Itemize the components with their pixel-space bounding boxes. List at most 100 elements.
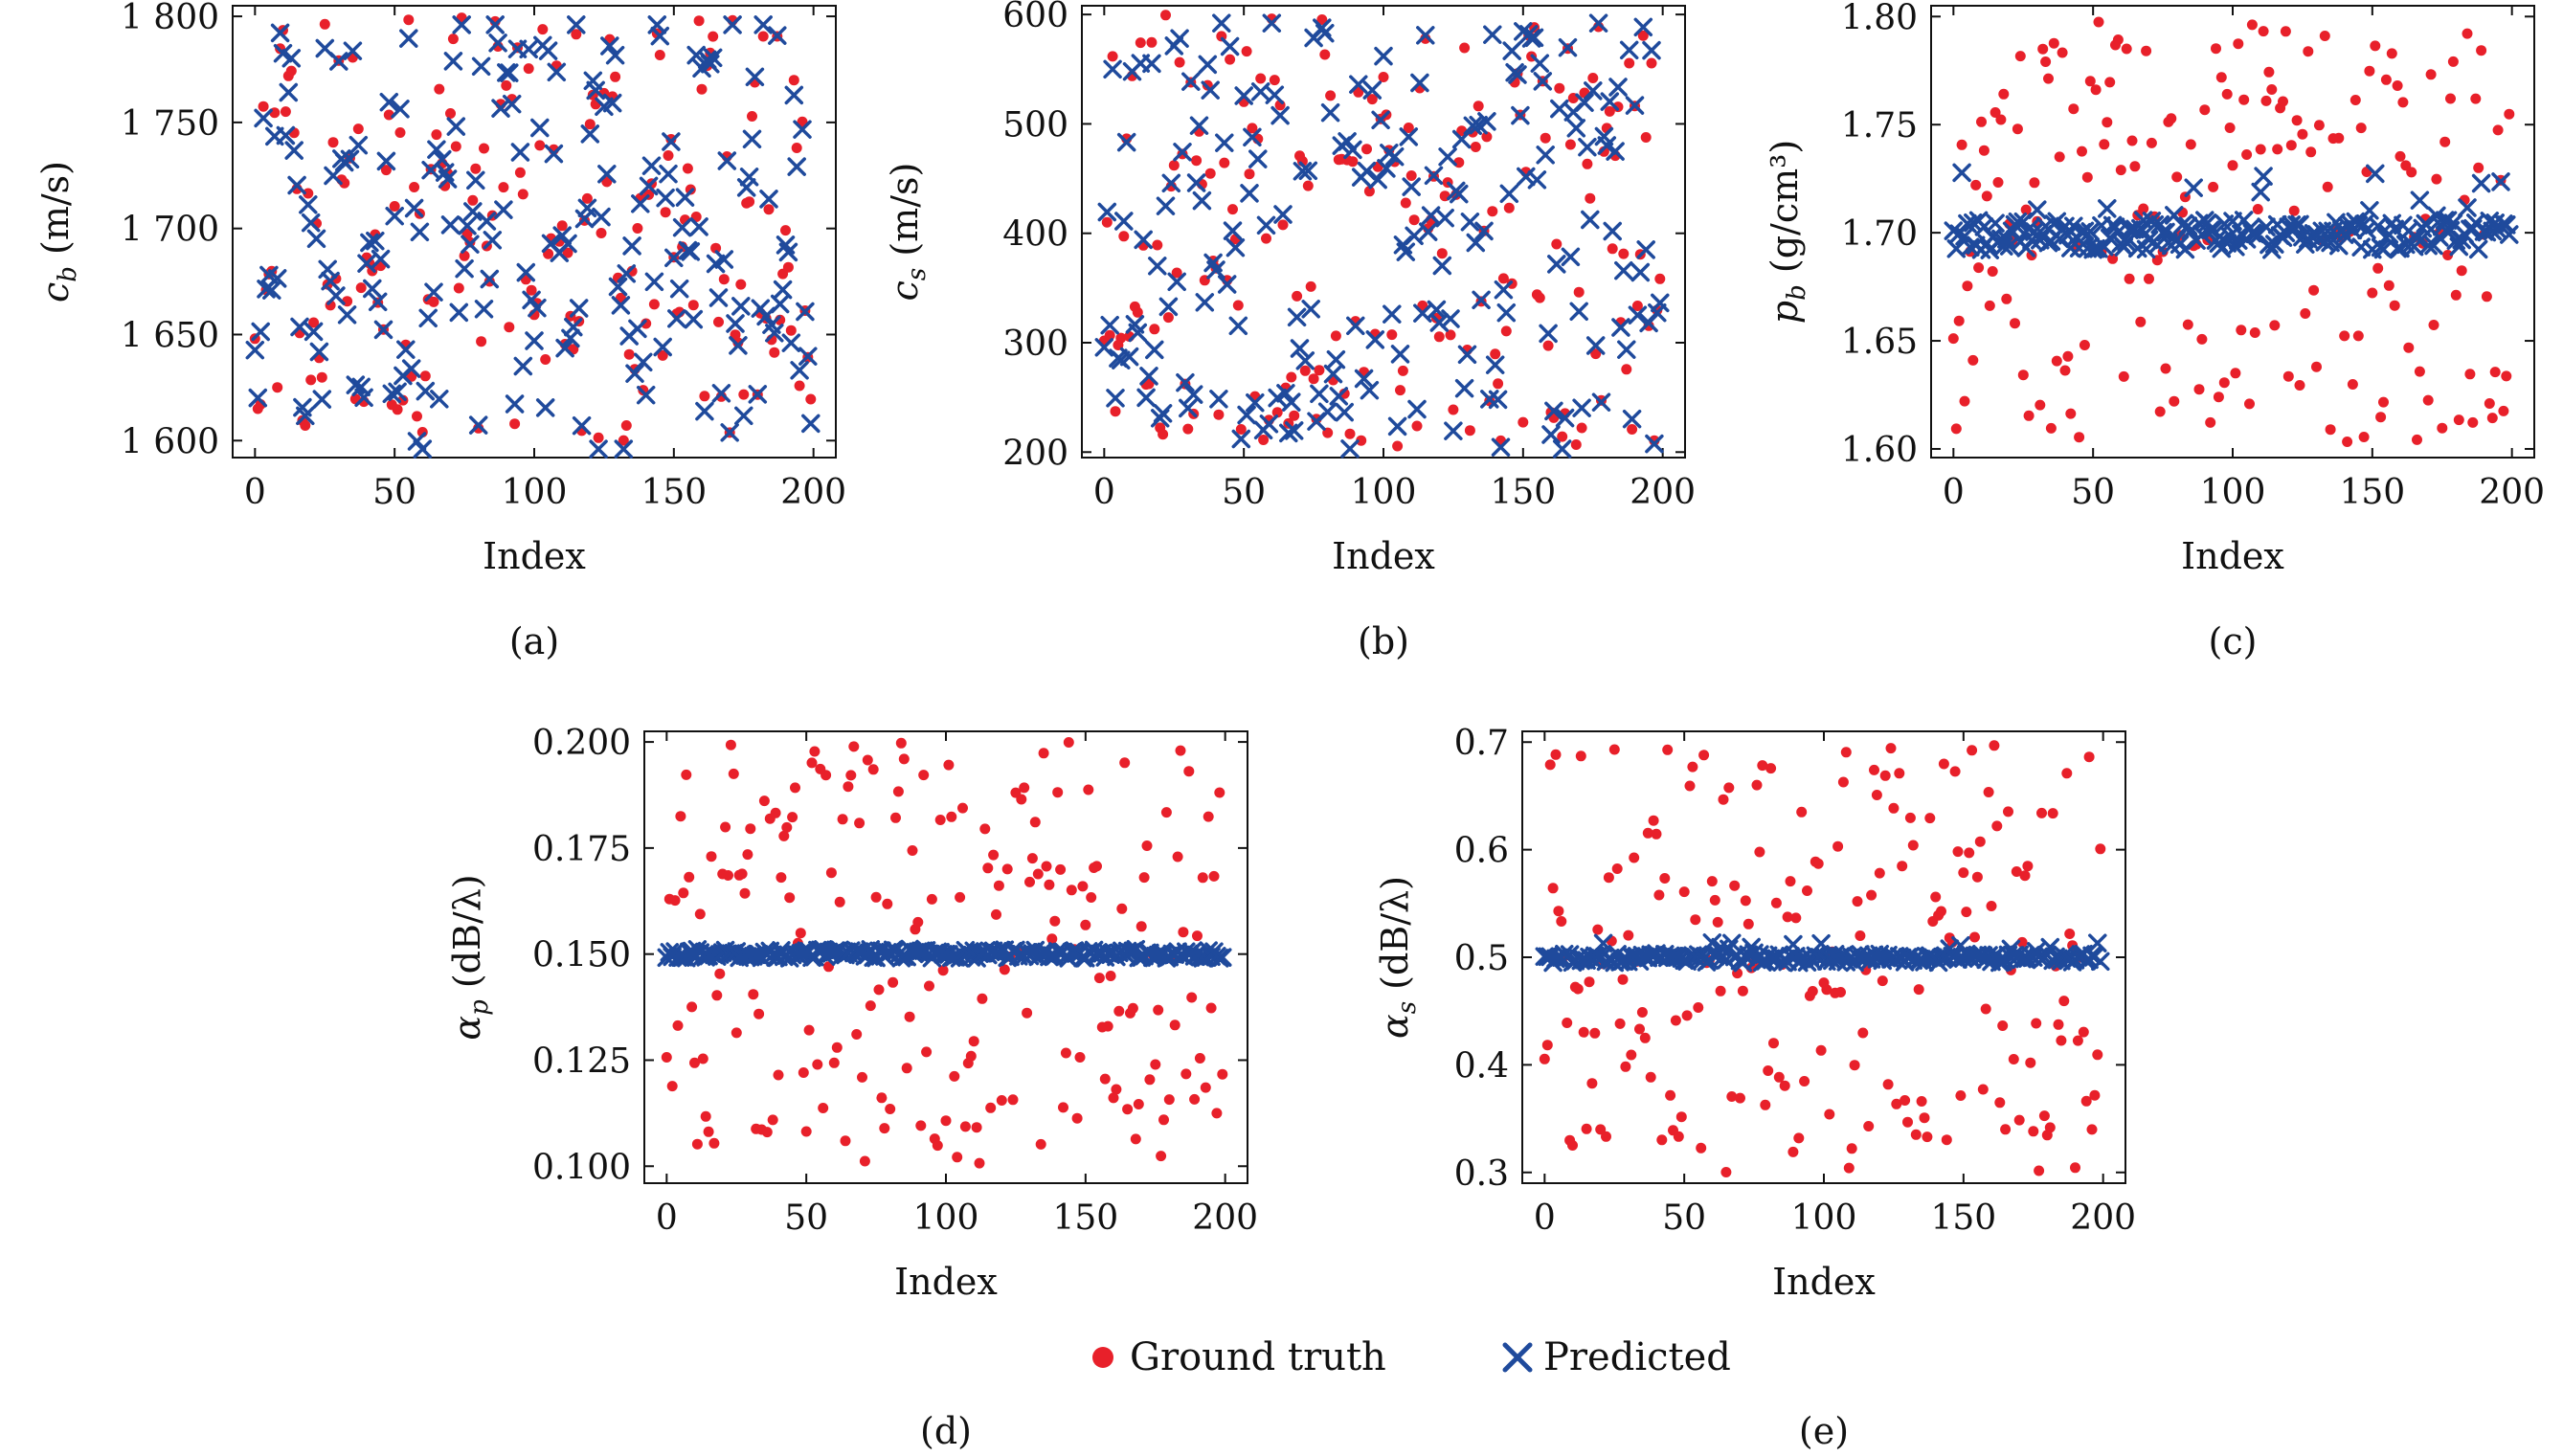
- predicted-point: [1572, 398, 1591, 417]
- ground-truth-point: [2074, 432, 2085, 443]
- predicted-point: [363, 279, 382, 299]
- ground-truth-point: [2392, 80, 2403, 91]
- predicted-point: [801, 414, 821, 434]
- ground-truth-point: [1149, 324, 1160, 335]
- ground-truth-point: [703, 1126, 714, 1137]
- ground-truth-point: [1197, 872, 1208, 884]
- ground-truth-point: [665, 134, 677, 145]
- ground-truth-point: [2406, 167, 2417, 178]
- x-axis-label: Index: [2181, 535, 2284, 577]
- ground-truth-point: [571, 29, 582, 40]
- ground-truth-point: [2221, 88, 2233, 100]
- ground-truth-point: [1590, 348, 1602, 360]
- ground-truth-point: [1959, 395, 1970, 407]
- ground-truth-point: [419, 370, 431, 382]
- predicted-point: [765, 324, 784, 343]
- ground-truth-point: [618, 435, 629, 446]
- predicted-point: [1183, 385, 1203, 404]
- y-tick-label: 0.200: [532, 724, 631, 763]
- ground-truth-point: [2008, 1054, 2019, 1064]
- predicted-point: [1429, 313, 1450, 332]
- ground-truth-point: [1308, 373, 1319, 385]
- ground-truth-point: [1200, 1082, 1211, 1093]
- ground-truth-point: [1967, 354, 1979, 366]
- predicted-point: [427, 140, 446, 159]
- predicted-point: [1100, 315, 1119, 335]
- predicted-point: [382, 384, 402, 404]
- predicted-point: [1273, 205, 1293, 224]
- predicted-point: [1502, 41, 1521, 60]
- ground-truth-point: [977, 993, 988, 1004]
- predicted-point: [528, 298, 547, 318]
- predicted-point: [684, 309, 704, 329]
- predicted-point: [1195, 293, 1215, 312]
- ground-truth-point: [2498, 405, 2509, 416]
- predicted-point: [617, 264, 637, 283]
- ground-truth-point: [1684, 780, 1696, 792]
- predicted-point: [1192, 190, 1212, 211]
- ground-truth-point: [1642, 827, 1653, 839]
- ground-truth-point: [1879, 770, 1891, 781]
- predicted-point: [502, 94, 522, 114]
- ground-truth-point: [1869, 764, 1879, 775]
- predicted-point: [279, 82, 299, 102]
- predicted-point: [2468, 239, 2488, 259]
- ground-truth-point: [514, 167, 526, 178]
- ground-truth-point: [1782, 911, 1793, 923]
- predicted-point: [1384, 146, 1405, 167]
- ground-truth-point: [2019, 870, 2031, 882]
- predicted-point: [1438, 147, 1457, 167]
- predicted-point: [1335, 402, 1354, 422]
- predicted-point: [1581, 210, 1600, 230]
- ground-truth-point: [2010, 318, 2020, 329]
- ground-truth-point: [1041, 861, 1052, 872]
- predicted-point: [1243, 127, 1262, 147]
- predicted-point: [2500, 225, 2519, 244]
- y-tick-label: 1 650: [121, 316, 219, 355]
- predicted-point: [306, 229, 326, 249]
- ground-truth-point: [1032, 868, 1044, 880]
- predicted-point: [471, 56, 491, 77]
- ground-truth-point: [1614, 1018, 1626, 1029]
- predicted-point: [734, 406, 753, 426]
- panel-d: 0 50 100 150 200 0.100 0.125 0.150 0.175 0.200 Ind…: [446, 724, 1258, 1452]
- ground-truth-point: [2504, 108, 2515, 120]
- ground-truth-point: [1344, 428, 1356, 439]
- ground-truth-point: [2484, 398, 2495, 409]
- ground-truth-point: [1299, 365, 1311, 376]
- predicted-point: [1365, 330, 1385, 349]
- ground-truth-point: [1490, 348, 1501, 360]
- predicted-point: [1585, 336, 1606, 355]
- ground-truth-point: [593, 432, 604, 443]
- ground-truth-point: [738, 389, 750, 400]
- ground-truth-point: [1787, 1146, 1799, 1157]
- ground-truth-point: [1874, 867, 1885, 879]
- predicted-point: [569, 299, 589, 318]
- ground-truth-point: [1433, 331, 1445, 343]
- ground-truth-point: [1793, 1132, 1805, 1144]
- ground-truth-point: [2077, 146, 2087, 157]
- predicted-point: [552, 226, 572, 245]
- ground-truth-point: [773, 1069, 784, 1081]
- predicted-point: [1600, 92, 1620, 111]
- ground-truth-point: [483, 276, 495, 287]
- predicted-point: [1511, 105, 1530, 125]
- predicted-point: [1129, 948, 1149, 968]
- predicted-point: [592, 207, 611, 227]
- predicted-point: [2254, 167, 2273, 186]
- ground-truth-point: [2313, 120, 2325, 131]
- predicted-point: [672, 217, 692, 237]
- x-axis-label: Index: [894, 1261, 998, 1303]
- ground-truth-point: [885, 1104, 896, 1114]
- ground-truth-point: [708, 31, 719, 42]
- ground-truth-point: [2124, 273, 2135, 284]
- predicted-point: [1561, 247, 1581, 267]
- predicted-point: [326, 286, 346, 305]
- ground-truth-point: [697, 1053, 708, 1064]
- ground-truth-point: [1029, 817, 1041, 828]
- predicted-point: [1148, 257, 1167, 276]
- predicted-point: [1558, 37, 1578, 57]
- predicted-point: [2424, 235, 2443, 256]
- predicted-point: [396, 340, 416, 359]
- predicted-point: [1220, 36, 1240, 56]
